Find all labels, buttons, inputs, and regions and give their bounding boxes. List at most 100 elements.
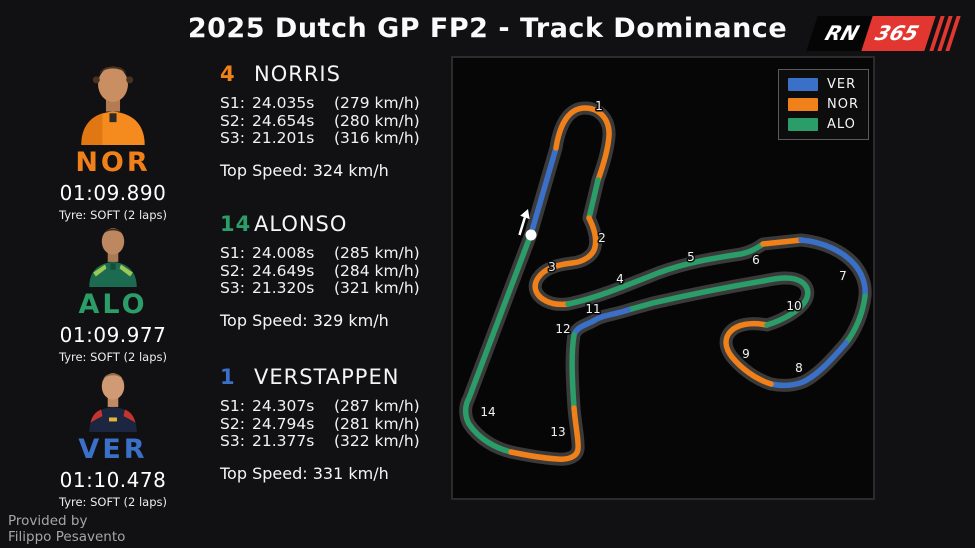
turn-label: 10: [786, 299, 801, 313]
track-segment-ver: [571, 307, 631, 338]
stats-header: 14 ALONSO: [220, 212, 448, 236]
legend-row-alo: ALO: [788, 117, 859, 132]
sector-speed: (316 km/h): [334, 129, 420, 147]
sector-time: 24.307s: [252, 397, 315, 415]
sector-row: S3: 21.377s (322 km/h): [220, 432, 448, 451]
sector-rows: S1: 24.307s (287 km/h) S2: 24.794s (281 …: [220, 397, 448, 451]
sector-row: S2: 24.654s (280 km/h): [220, 111, 448, 131]
sector-rows: S1: 24.035s (279 km/h) S2: 24.654s (280 …: [220, 94, 448, 148]
driver-card-nor: NOR 01:09.890 Tyre: SOFT (2 laps): [28, 57, 198, 222]
driver-photo-alonso: [89, 228, 137, 287]
legend-label: VER: [827, 77, 857, 92]
track-segment-ver: [798, 237, 868, 299]
driver-tyre: Tyre: SOFT (2 laps): [58, 350, 168, 364]
legend-swatch-nor: [788, 98, 818, 111]
sector-label: S3:: [220, 129, 245, 147]
sector-speed: (281 km/h): [334, 414, 420, 433]
sector-speed: (287 km/h): [334, 397, 420, 415]
driver-code: VER: [78, 434, 148, 465]
turn-label: 9: [742, 347, 750, 361]
turn-label: 13: [550, 425, 565, 439]
driver-number: 1: [220, 365, 236, 389]
turn-label: 3: [548, 260, 556, 274]
track-segment-ver: [528, 145, 559, 237]
driver-number: 14: [220, 212, 252, 236]
driver-laptime: 01:10.478: [59, 468, 167, 492]
sector-time: 21.201s: [252, 129, 315, 147]
sector-row: S3: 21.320s (321 km/h): [220, 279, 448, 298]
track-segment-alo: [586, 177, 601, 221]
driver-name: VERSTAPPEN: [254, 365, 400, 389]
track-segment-alo: [565, 241, 766, 307]
sector-time: 24.649s: [252, 261, 315, 280]
sector-label: S3:: [220, 432, 245, 450]
top-speed: Top Speed: 331 km/h: [220, 463, 389, 483]
track-segment-nor: [508, 405, 581, 462]
sector-speed: (285 km/h): [334, 244, 420, 262]
stats-header: 1 VERSTAPPEN: [220, 365, 448, 389]
driver-name: ALONSO: [254, 212, 348, 236]
track-segment-alo: [462, 231, 534, 455]
track-segment-nor: [723, 320, 774, 387]
driver-tyre: Tyre: SOFT (2 laps): [58, 495, 168, 509]
sector-label: S1:: [220, 244, 245, 262]
track-segment-nor: [532, 215, 599, 308]
sector-row: S1: 24.008s (285 km/h): [220, 244, 448, 263]
sector-speed: (280 km/h): [334, 111, 420, 130]
driver-number: 4: [220, 62, 236, 86]
direction-arrow-head: [520, 209, 530, 220]
track-map-panel: 1 2 3 4 5 6 7 8 9 10 11 12 13 14 VER NOR…: [451, 56, 875, 500]
sector-label: S1:: [220, 397, 245, 415]
sector-time: 24.035s: [252, 94, 315, 112]
rn365-logo-365: 365: [861, 16, 936, 51]
start-finish-marker: [525, 229, 537, 241]
sector-speed: (321 km/h): [334, 279, 420, 297]
track-segment-alo: [843, 293, 868, 346]
stats-panel-norris: 4 NORRIS S1: 24.035s (279 km/h) S2: 24.6…: [220, 62, 448, 180]
sector-row: S2: 24.794s (281 km/h): [220, 414, 448, 434]
legend-label: ALO: [827, 117, 856, 132]
top-speed: Top Speed: 324 km/h: [220, 160, 389, 180]
stats-panel-verstappen: 1 VERSTAPPEN S1: 24.307s (287 km/h) S2: …: [220, 365, 448, 483]
direction-arrow-shaft: [518, 217, 527, 236]
track-segment-nor: [553, 105, 612, 183]
driver-code: NOR: [75, 147, 151, 178]
sector-label: S1:: [220, 94, 245, 112]
sector-speed: (279 km/h): [334, 94, 420, 112]
track-segment-ver: [768, 340, 849, 389]
sector-time: 24.008s: [252, 244, 315, 262]
driver-laptime: 01:09.977: [59, 323, 167, 347]
driver-photo-norris: [81, 66, 145, 145]
sector-time: 21.377s: [252, 432, 315, 450]
top-speed: Top Speed: 329 km/h: [220, 310, 389, 330]
stats-header: 4 NORRIS: [220, 62, 448, 86]
legend-swatch-alo: [788, 118, 818, 131]
turn-label: 7: [839, 269, 847, 283]
track-segment-alo: [625, 275, 811, 328]
sector-time: 24.654s: [252, 111, 315, 130]
rn365-logo: RN 365: [806, 16, 964, 51]
sector-row: S1: 24.307s (287 km/h): [220, 397, 448, 416]
turn-label: 11: [585, 302, 600, 316]
legend-swatch-ver: [788, 78, 818, 91]
driver-name: NORRIS: [254, 62, 341, 86]
driver-tyre: Tyre: SOFT (2 laps): [58, 208, 168, 222]
credit-line1: Provided by: [8, 513, 88, 529]
sector-label: S2:: [220, 261, 245, 280]
turn-label: 8: [795, 361, 803, 375]
turn-label: 4: [616, 272, 624, 286]
turn-label: 5: [687, 250, 695, 264]
credit: Provided by Filippo Pesavento: [8, 513, 125, 545]
driver-code: ALO: [78, 289, 148, 320]
sector-rows: S1: 24.008s (285 km/h) S2: 24.649s (284 …: [220, 244, 448, 298]
sector-row: S2: 24.649s (284 km/h): [220, 261, 448, 281]
track-segment-alo: [569, 332, 577, 411]
sector-time: 24.794s: [252, 414, 315, 433]
track-segment-nor: [760, 237, 804, 247]
legend-label: NOR: [827, 97, 859, 112]
sector-label: S2:: [220, 414, 245, 433]
sector-row: S3: 21.201s (316 km/h): [220, 129, 448, 148]
legend: VER NOR ALO: [778, 69, 869, 140]
driver-laptime: 01:09.890: [59, 181, 167, 205]
sector-row: S1: 24.035s (279 km/h): [220, 94, 448, 113]
